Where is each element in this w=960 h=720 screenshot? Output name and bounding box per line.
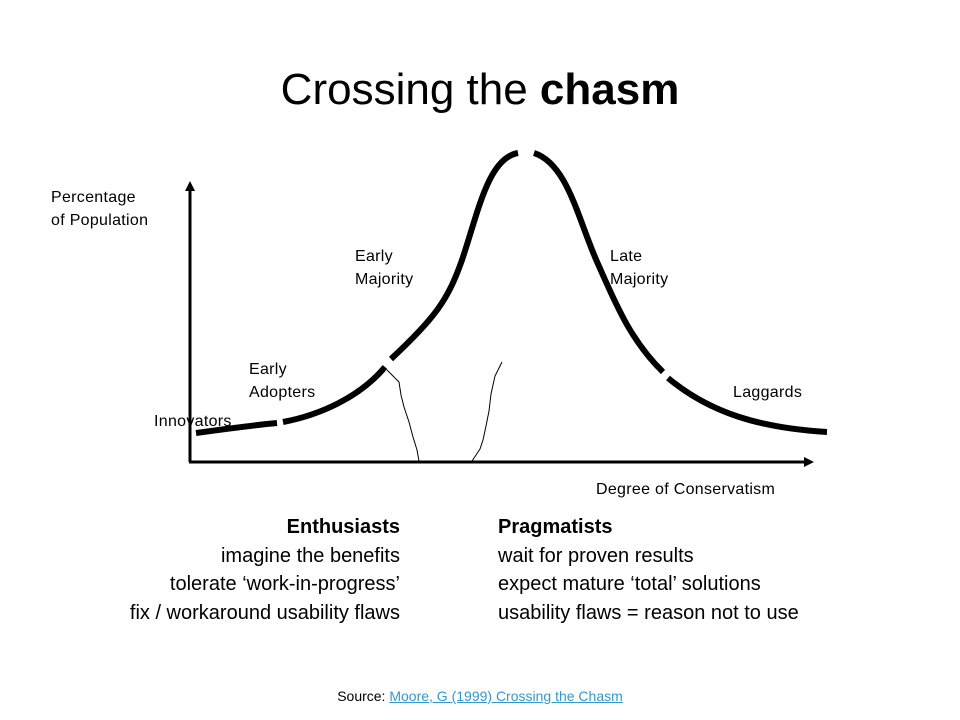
label-early-majority: Early Majority <box>355 245 413 291</box>
chasm-crack-right <box>471 361 503 462</box>
pragmatists-block: Pragmatists wait for proven results expe… <box>498 513 799 627</box>
pragmatists-point: expect mature ‘total’ solutions <box>498 573 761 595</box>
source-prefix: Source: <box>337 688 390 704</box>
x-axis-label: Degree of Conservatism <box>596 481 776 498</box>
label-laggards: Laggards <box>733 384 803 401</box>
curve-innovators <box>195 420 278 436</box>
pragmatists-point: wait for proven results <box>498 544 694 567</box>
label-early-adopters: Early Adopters <box>249 358 315 404</box>
label-early-adopters-line2: Adopters <box>249 384 316 401</box>
label-early-majority-line2: Majority <box>355 271 414 288</box>
enthusiasts-block: Enthusiasts imagine the benefits tolerat… <box>130 513 400 627</box>
slide-title: Crossing the chasm <box>0 62 960 118</box>
enthusiasts-point: tolerate ‘work-in-progress’ <box>169 573 400 595</box>
label-late-majority-line2: Majority <box>610 271 669 288</box>
label-early-adopters-line1: Early <box>249 361 287 378</box>
label-innovators: Innovators <box>154 413 232 430</box>
label-early-majority-line1: Early <box>355 248 393 265</box>
source-link[interactable]: Moore, G (1999) Crossing the Chasm <box>389 688 623 704</box>
curve-laggards <box>666 375 828 435</box>
y-axis-label-line1: Percentage <box>51 189 136 206</box>
enthusiasts-point: fix / workaround usability flaws <box>129 601 400 624</box>
y-axis-label-line2: of Population <box>51 212 149 229</box>
pragmatists-heading: Pragmatists <box>498 516 613 538</box>
curve-early-adopters <box>282 365 388 425</box>
curve-late-majority <box>532 150 666 375</box>
source-citation: Source: Moore, G (1999) Crossing the Cha… <box>0 687 960 705</box>
label-late-majority-line1: Late <box>610 248 643 265</box>
label-late-majority: Late Majority <box>610 245 668 291</box>
chasm-crack-left <box>386 369 420 462</box>
curve-early-majority <box>388 150 519 362</box>
pragmatists-point: usability flaws = reason not to use <box>498 601 799 624</box>
title-main: Crossing the <box>280 65 540 114</box>
title-emphasis: chasm <box>539 65 680 114</box>
enthusiasts-point: imagine the benefits <box>220 544 400 567</box>
enthusiasts-heading: Enthusiasts <box>286 516 400 538</box>
y-axis-label: Percentage of Population <box>51 186 148 232</box>
